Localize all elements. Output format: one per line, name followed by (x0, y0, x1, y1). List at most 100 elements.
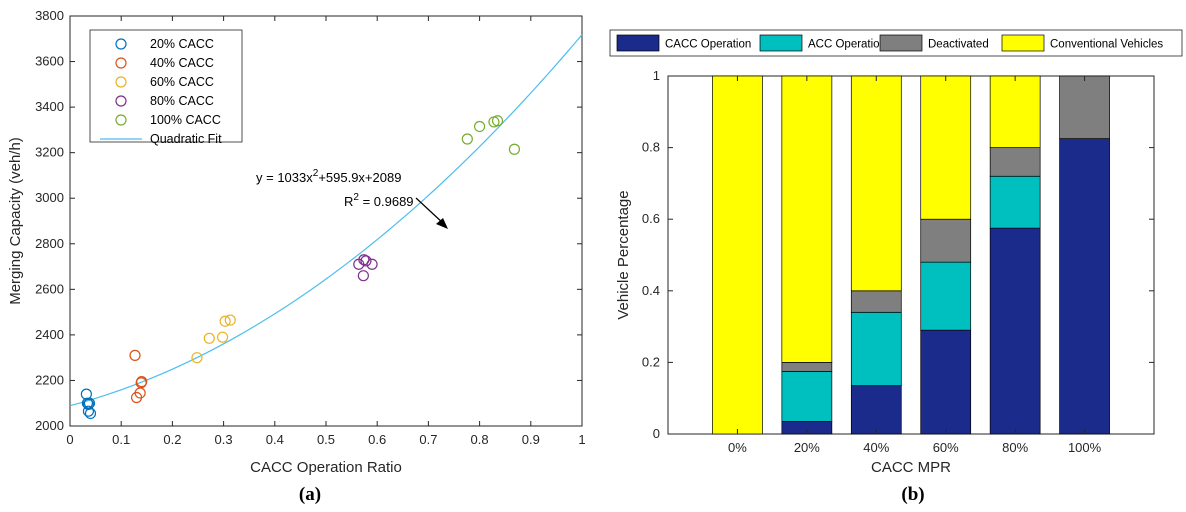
panel-b-x-tick-label: 80% (1002, 440, 1028, 455)
panel-b-x-tick-label: 0% (728, 440, 747, 455)
bar-segment-3-cat-3 (850, 290, 902, 313)
legend-marker-series-2 (115, 57, 127, 69)
scatter-point-series-3 (219, 315, 231, 327)
bar-segment-4-cat-1 (712, 75, 763, 435)
panel-a-label: (a) (299, 484, 321, 505)
panel-a-y-tick-label: 3400 (35, 99, 64, 114)
panel-a-x-tick-label: 0.6 (368, 432, 386, 447)
panel-a-y-tick-label: 2600 (35, 281, 64, 296)
scatter-point-series-3 (191, 352, 203, 364)
panel-a-y-tick-label: 3600 (35, 54, 64, 69)
panel-b-x-tick-label: 100% (1068, 440, 1102, 455)
quadratic-fit-line (69, 34, 583, 407)
panel-b-legend-label-3: Deactivated (928, 39, 989, 51)
legend-label-series-2: 40% CACC (150, 56, 214, 70)
panel-b-y-tick-label: 1 (653, 68, 660, 83)
scatter-point-series-2 (135, 377, 147, 389)
panel-b-y-tick-label: 0.6 (642, 211, 660, 226)
scatter-point-series-3 (216, 331, 229, 343)
scatter-point-series-5 (508, 143, 521, 155)
panel-a-y-tick-label: 3000 (35, 190, 64, 205)
panel-b-label: (b) (901, 484, 924, 505)
panel-a-x-tick-label: 0.3 (215, 432, 233, 447)
legend-marker-series-3 (115, 76, 127, 88)
panel-b-legend-swatch-1 (616, 34, 660, 52)
panel-a-x-tick-label: 0.5 (317, 432, 335, 447)
legend-label-series-3: 60% CACC (150, 75, 214, 89)
bar-segment-1-cat-5 (989, 227, 1041, 435)
panel-a-x-tick-label: 0.1 (112, 432, 130, 447)
bar-segment-3-cat-2 (781, 362, 833, 372)
panel-a-x-tick-label: 1 (578, 432, 585, 447)
panel-a-y-tick-label: 3200 (35, 145, 64, 160)
bar-segment-2-cat-5 (989, 175, 1041, 229)
bar-segment-3-cat-6 (1059, 75, 1110, 140)
scatter-point-series-3 (203, 332, 215, 344)
panel-b-y-tick-label: 0.8 (642, 140, 660, 155)
panel-b-legend: CACC Operation ACC Operation Deactivated Co… (609, 29, 1183, 57)
panel-a-x-axis-label: CACC Operation Ratio (250, 459, 402, 476)
legend-marker-series-1 (115, 38, 127, 50)
bar-segment-1-cat-3 (850, 385, 902, 435)
bar-segment-2-cat-4 (920, 261, 972, 331)
panel-a-legend: 20% CACC 40% CACC 60% CACC 80% CACC 100% CAC… (89, 29, 243, 146)
bar-segment-2-cat-2 (781, 371, 833, 422)
panel-b-legend-swatch-2 (759, 34, 803, 52)
panel-a-y-tick-label: 3800 (35, 8, 64, 23)
panel-b-y-tick-label: 0.4 (642, 283, 660, 298)
panel-b-x-tick-label: 40% (863, 440, 889, 455)
panel-a-y-tick-label: 2400 (35, 327, 64, 342)
bar-segment-4-cat-2 (781, 75, 833, 363)
panel-a-x-tick-label: 0.4 (266, 432, 284, 447)
fit-r-squared: R2 = 0.9689 (344, 192, 414, 209)
scatter-point-series-2 (129, 349, 141, 361)
scatter-point-series-5 (474, 120, 486, 133)
scatter-point-series-4 (357, 270, 369, 282)
legend-label-series-1: 20% CACC (150, 37, 214, 51)
panel-b-legend-label-2: ACC Operation (808, 39, 886, 51)
legend-marker-series-4 (115, 95, 127, 107)
panel-b-legend-label-4: Conventional Vehicles (1050, 39, 1163, 51)
scatter-point-series-1 (82, 405, 95, 417)
bar-segment-3-cat-4 (920, 218, 972, 263)
bar-segment-1-cat-4 (920, 329, 972, 435)
panel-a-y-tick-label: 2200 (35, 372, 64, 387)
scatter-point-series-5 (491, 115, 504, 127)
panel-a-x-tick-label: 0.9 (522, 432, 540, 447)
panel-b-chart: 0% 20% 40% 60% 80% 100% 0 0.2 0.4 0.6 0.8 1 CACC M… (609, 29, 1183, 505)
annotation-arrow-line (415, 197, 445, 225)
panel-a-x-tick-label: 0.8 (471, 432, 489, 447)
bar-segment-4-cat-4 (920, 75, 972, 220)
legend-label-fit: Quadratic Fit (150, 132, 222, 146)
panel-a-y-tick-label: 2000 (35, 418, 64, 433)
bar-segment-3-cat-5 (989, 147, 1041, 177)
bar-segment-4-cat-5 (989, 75, 1041, 148)
bar-segment-4-cat-3 (850, 75, 902, 292)
panel-b-x-tick-label: 60% (933, 440, 959, 455)
panel-a-chart: 0 0.1 0.2 0.3 0.4 0.5 0.6 0.7 0.8 0.9 1 2000 2200 24… (7, 8, 586, 505)
panel-b-x-axis-label: CACC MPR (871, 459, 951, 476)
annotation-arrow-head (436, 218, 448, 229)
legend-label-series-4: 80% CACC (150, 94, 214, 108)
legend-marker-series-5 (115, 114, 127, 126)
panel-a-x-tick-label: 0.2 (163, 432, 181, 447)
panel-a-y-axis-label: Merging Capacity (veh/h) (7, 137, 24, 305)
panel-b-y-axis-label: Vehicle Percentage (615, 190, 632, 319)
panel-a-x-tick-label: 0 (66, 432, 73, 447)
bar-segment-1-cat-6 (1059, 138, 1110, 435)
scatter-point-series-4 (360, 255, 372, 267)
panel-b-y-tick-label: 0 (653, 426, 660, 441)
panel-b-legend-swatch-4 (1001, 34, 1045, 52)
panel-a-x-tick-label: 0.7 (419, 432, 437, 447)
panel-a-legend-box (89, 29, 243, 143)
scatter-point-series-4 (366, 258, 378, 270)
panel-b-legend-swatch-3 (879, 34, 923, 52)
bar-segment-2-cat-3 (850, 311, 902, 387)
panel-b-y-tick-label: 0.2 (642, 354, 660, 369)
panel-a-y-tick-label: 2800 (35, 236, 64, 251)
panel-b-x-tick-label: 20% (794, 440, 820, 455)
scatter-point-series-5 (461, 133, 473, 145)
legend-label-series-5: 100% CACC (150, 113, 221, 127)
fit-equation: y = 1033x2+595.9x+2089 (256, 168, 401, 185)
